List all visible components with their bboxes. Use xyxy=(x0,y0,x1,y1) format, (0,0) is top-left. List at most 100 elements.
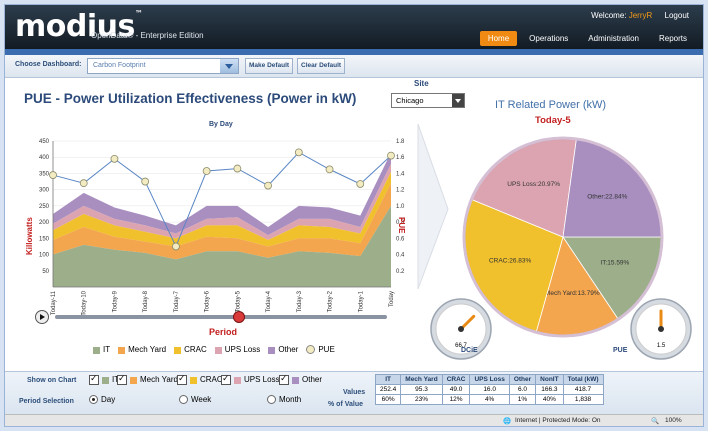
y2-tick-label: 1.2 xyxy=(396,188,405,194)
table-value-cell-6: 418.7 xyxy=(562,384,604,395)
nav-home[interactable]: Home xyxy=(479,31,518,46)
status-bar: 🌐 Internet | Protected Mode: On 🔍 100% xyxy=(5,414,703,426)
site-label: Site xyxy=(414,79,429,88)
y-tick-label: 400 xyxy=(39,155,50,161)
chevron-down-icon[interactable] xyxy=(452,94,464,107)
checkbox-it[interactable]: IT xyxy=(89,373,119,385)
y2-tick-label: 1.4 xyxy=(396,171,405,177)
period-slider-thumb[interactable] xyxy=(233,311,245,323)
user-name[interactable]: JerryR xyxy=(628,11,653,20)
zoom-level[interactable]: 100% xyxy=(665,417,682,424)
zoom-icon[interactable]: 🔍 xyxy=(651,418,660,425)
pue-point xyxy=(141,177,150,186)
site-select[interactable]: Chicago xyxy=(391,93,465,108)
table-header-cell-6: Total (kW) xyxy=(562,374,604,385)
table-header-cell-2: CRAC xyxy=(441,374,471,385)
check-icon[interactable] xyxy=(177,373,187,385)
period-slider-track[interactable] xyxy=(55,315,387,319)
pue-gauge-value: 1.5 xyxy=(657,343,666,349)
table-row: 60% 23% 12% 4% 1% 40% 1,838 xyxy=(374,394,604,405)
table-header-row: IT Mech Yard CRAC UPS Loss Other NonIT Total (… xyxy=(374,374,604,385)
app-header: modius™ OpenData® - Enterprise Edition W… xyxy=(5,5,703,49)
table-value-cell-0: 252.4 xyxy=(374,384,402,395)
checkbox-mech-yard[interactable]: Mech Yard xyxy=(117,373,178,385)
dashboard-select[interactable]: Carbon Footprint xyxy=(87,58,239,74)
legend-item-pue: PUE xyxy=(306,345,335,355)
legend-swatch-it xyxy=(93,346,100,354)
table-percent-cell-5: 40% xyxy=(535,394,564,405)
nav-administration[interactable]: Administration xyxy=(588,34,639,43)
swatch-crac xyxy=(190,376,197,384)
radio-week[interactable]: Week xyxy=(179,395,211,405)
y-tick-label: 50 xyxy=(42,269,49,275)
y2-tick-label: 0.6 xyxy=(396,236,405,242)
page-title: PUE - Power Utilization Effectiveness (P… xyxy=(24,91,357,106)
radio-selected-icon[interactable] xyxy=(89,395,98,405)
play-icon[interactable] xyxy=(35,310,49,324)
edition-label: OpenData® - Enterprise Edition xyxy=(91,31,204,40)
welcome-prefix: Welcome: xyxy=(591,11,627,20)
y-tick-label: 100 xyxy=(39,253,50,259)
pue-line xyxy=(52,151,392,248)
chevron-down-icon[interactable] xyxy=(220,59,238,73)
radio-day[interactable]: Day xyxy=(89,395,115,405)
radio-month[interactable]: Month xyxy=(267,395,301,405)
x-tick-label: Today-6 xyxy=(205,290,211,312)
table-header-cell-3: UPS Loss xyxy=(469,374,510,385)
y-axis-label: Killowatts xyxy=(25,217,34,255)
check-icon[interactable] xyxy=(221,373,231,385)
check-icon[interactable] xyxy=(279,373,289,385)
y2-tick-label: 1.6 xyxy=(396,155,405,161)
table-row: 252.4 95.3 49.0 16.0 6.0 166.3 418.7 xyxy=(374,384,604,395)
main-nav: Home Operations Administration Reports xyxy=(479,31,695,46)
area-series-crac xyxy=(53,171,391,247)
x-tick-label: Today-2 xyxy=(328,290,334,312)
checkbox-other[interactable]: Other xyxy=(279,373,322,385)
check-icon[interactable] xyxy=(117,373,127,385)
nav-reports[interactable]: Reports xyxy=(658,34,687,43)
radio-icon[interactable] xyxy=(267,395,276,405)
globe-icon: 🌐 xyxy=(503,418,512,425)
swatch-ups-loss xyxy=(234,376,241,384)
x-tick-label: Today-9 xyxy=(112,290,118,312)
percent-row-label: % of Value xyxy=(328,401,364,408)
make-default-button[interactable]: Make Default xyxy=(245,58,294,74)
security-zone: Internet | Protected Mode: On xyxy=(515,417,601,424)
table-header-cell-5: NonIT xyxy=(535,374,564,385)
area-chart: 50 100 150 200 250 300 350 400 450 0.2 0.4 0.6 0.8 1.… xyxy=(39,139,405,316)
table-percent-cell-0: 60% xyxy=(374,394,402,405)
checkbox-ups-loss[interactable]: UPS Loss xyxy=(221,373,280,385)
clear-default-button[interactable]: Clear Default xyxy=(297,58,346,74)
pue-gauge-label: PUE xyxy=(613,347,628,354)
period-selection-label: Period Selection xyxy=(19,398,74,405)
welcome-area: Welcome: JerryR Logout xyxy=(591,11,689,20)
y2-axis-label: PUE xyxy=(397,217,406,234)
chevron-right-icon xyxy=(417,123,449,290)
pie-slice-label: IT:15.59% xyxy=(600,260,629,267)
logout-link[interactable]: Logout xyxy=(664,11,689,20)
y-tick-label: 150 xyxy=(39,236,50,242)
table-header-cell-1: Mech Yard xyxy=(400,374,443,385)
pue-point xyxy=(387,151,395,160)
dcie-gauge-needle xyxy=(459,314,476,331)
pie-slice-other xyxy=(562,139,662,238)
legend-swatch-crac xyxy=(174,346,182,354)
checkbox-crac[interactable]: CRAC xyxy=(177,373,223,385)
pue-point xyxy=(49,171,57,179)
pue-panel: PUE - Power Utilization Effectiveness (P… xyxy=(13,79,693,369)
pue-point xyxy=(325,165,334,174)
radio-icon[interactable] xyxy=(179,395,188,405)
swatch-mech-yard xyxy=(130,376,137,384)
pue-point xyxy=(264,181,272,190)
pue-point xyxy=(110,154,119,163)
table-value-cell-3: 16.0 xyxy=(469,384,510,395)
nav-operations[interactable]: Operations xyxy=(529,34,569,43)
values-row-label: Values xyxy=(343,389,366,396)
dashboard-bar: Choose Dashboard: Carbon Footprint Make … xyxy=(5,55,703,78)
modius-logo[interactable]: modius™ xyxy=(15,9,143,44)
show-on-chart-label: Show on Chart xyxy=(27,377,77,384)
table-percent-cell-6: 1,838 xyxy=(562,394,604,405)
table-percent-cell-4: 1% xyxy=(508,394,537,405)
check-icon[interactable] xyxy=(89,373,99,385)
pie-slice-label: CRAC:26.83% xyxy=(489,258,531,265)
